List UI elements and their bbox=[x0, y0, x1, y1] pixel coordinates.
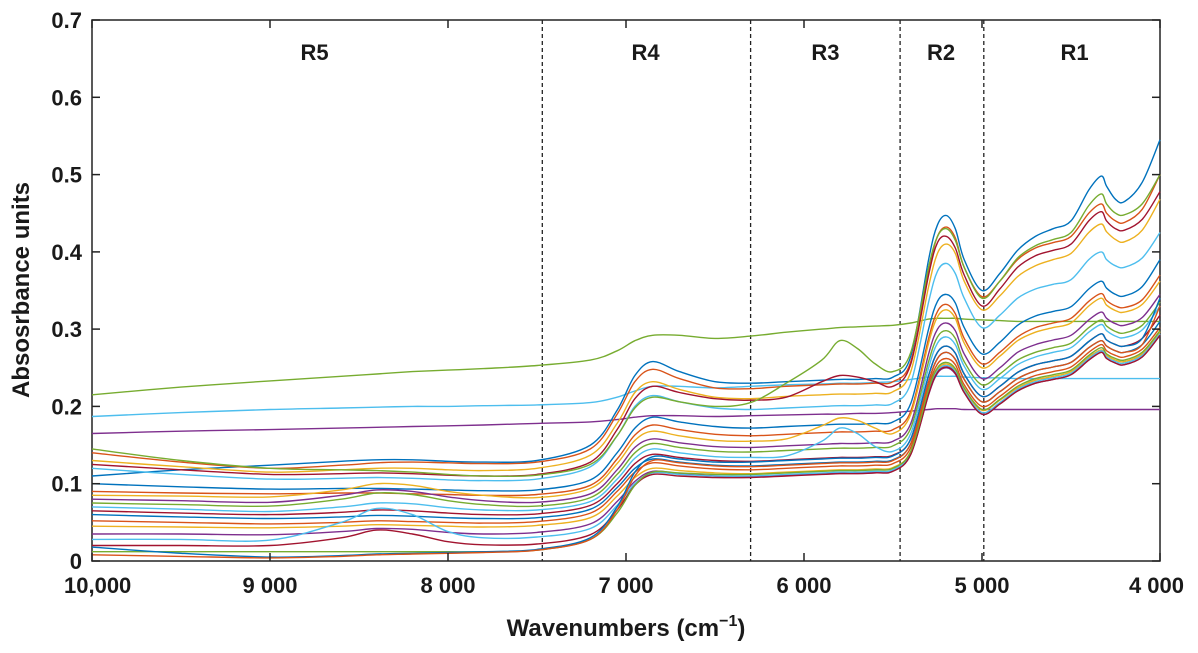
spectrum-06 bbox=[91, 198, 1161, 473]
spectrum-10 bbox=[91, 259, 1161, 492]
spectrum-22 bbox=[91, 334, 1161, 547]
spectrum-07 bbox=[91, 191, 1161, 477]
y-tick-label: 0.5 bbox=[51, 163, 82, 188]
x-axis-title-close: ) bbox=[737, 615, 745, 642]
spectrum-21 bbox=[91, 333, 1161, 542]
x-tick-label: 4 000 bbox=[1129, 573, 1184, 598]
x-axis-title-main: Wavenumbers (cm bbox=[507, 615, 720, 642]
y-tick-label: 0 bbox=[70, 549, 82, 574]
spectrum-19 bbox=[91, 331, 1161, 529]
y-tick-label: 0.3 bbox=[51, 317, 82, 342]
region-dividers bbox=[541, 20, 985, 561]
region-label: R3 bbox=[811, 40, 839, 65]
y-tick-label: 0.7 bbox=[51, 8, 82, 33]
spectrum-11 bbox=[91, 274, 1161, 497]
plot-frame bbox=[91, 19, 1161, 562]
region-label: R1 bbox=[1061, 40, 1089, 65]
spectrum-15 bbox=[91, 305, 1161, 513]
spectrum-12 bbox=[91, 280, 1161, 499]
spectrum-09 bbox=[91, 174, 1161, 478]
y-tick-label: 0.2 bbox=[51, 394, 82, 419]
y-tick-label: 0.4 bbox=[51, 240, 82, 265]
y-tick-label: 0.1 bbox=[51, 472, 82, 497]
spectrum-04 bbox=[91, 139, 1161, 477]
x-tick-label: 7 000 bbox=[598, 573, 653, 598]
spectrum-08 bbox=[91, 232, 1161, 482]
x-tick-label: 5 000 bbox=[954, 573, 1009, 598]
region-label: R5 bbox=[300, 40, 328, 65]
y-axis-title: Absosrbance units bbox=[8, 182, 35, 398]
spectrum-03 bbox=[91, 407, 1160, 435]
spectrum-20 bbox=[91, 334, 1161, 536]
spectrum-01 bbox=[91, 317, 1160, 396]
spectrum-13 bbox=[91, 293, 1161, 504]
spectra-series bbox=[91, 139, 1161, 559]
x-tick-label: 6 000 bbox=[776, 573, 831, 598]
y-tick-label: 0.6 bbox=[51, 85, 82, 110]
x-axis: 10,000 9 000 8 000 7 000 6 000 5 000 4 000 bbox=[64, 20, 1184, 598]
x-axis-title-superscript: −1 bbox=[719, 613, 737, 630]
y-axis: 0 0.1 0.2 0.3 0.4 0.5 0.6 0.7 bbox=[51, 8, 1160, 574]
x-axis-title: Wavenumbers (cm−1) bbox=[507, 613, 746, 642]
region-label: R4 bbox=[632, 40, 661, 65]
spectrum-24 bbox=[91, 297, 1161, 558]
region-label: R2 bbox=[927, 40, 955, 65]
x-tick-label: 10,000 bbox=[64, 573, 131, 598]
x-tick-label: 8 000 bbox=[420, 573, 475, 598]
spectrum-02 bbox=[91, 375, 1160, 418]
x-tick-label: 9 000 bbox=[242, 573, 297, 598]
spectrum-14 bbox=[91, 301, 1161, 508]
region-labels: R5 R4 R3 R2 R1 bbox=[300, 40, 1088, 65]
spectrum-18 bbox=[91, 327, 1161, 525]
spectrum-25 bbox=[91, 305, 1161, 559]
spectrum-05 bbox=[91, 174, 1161, 470]
